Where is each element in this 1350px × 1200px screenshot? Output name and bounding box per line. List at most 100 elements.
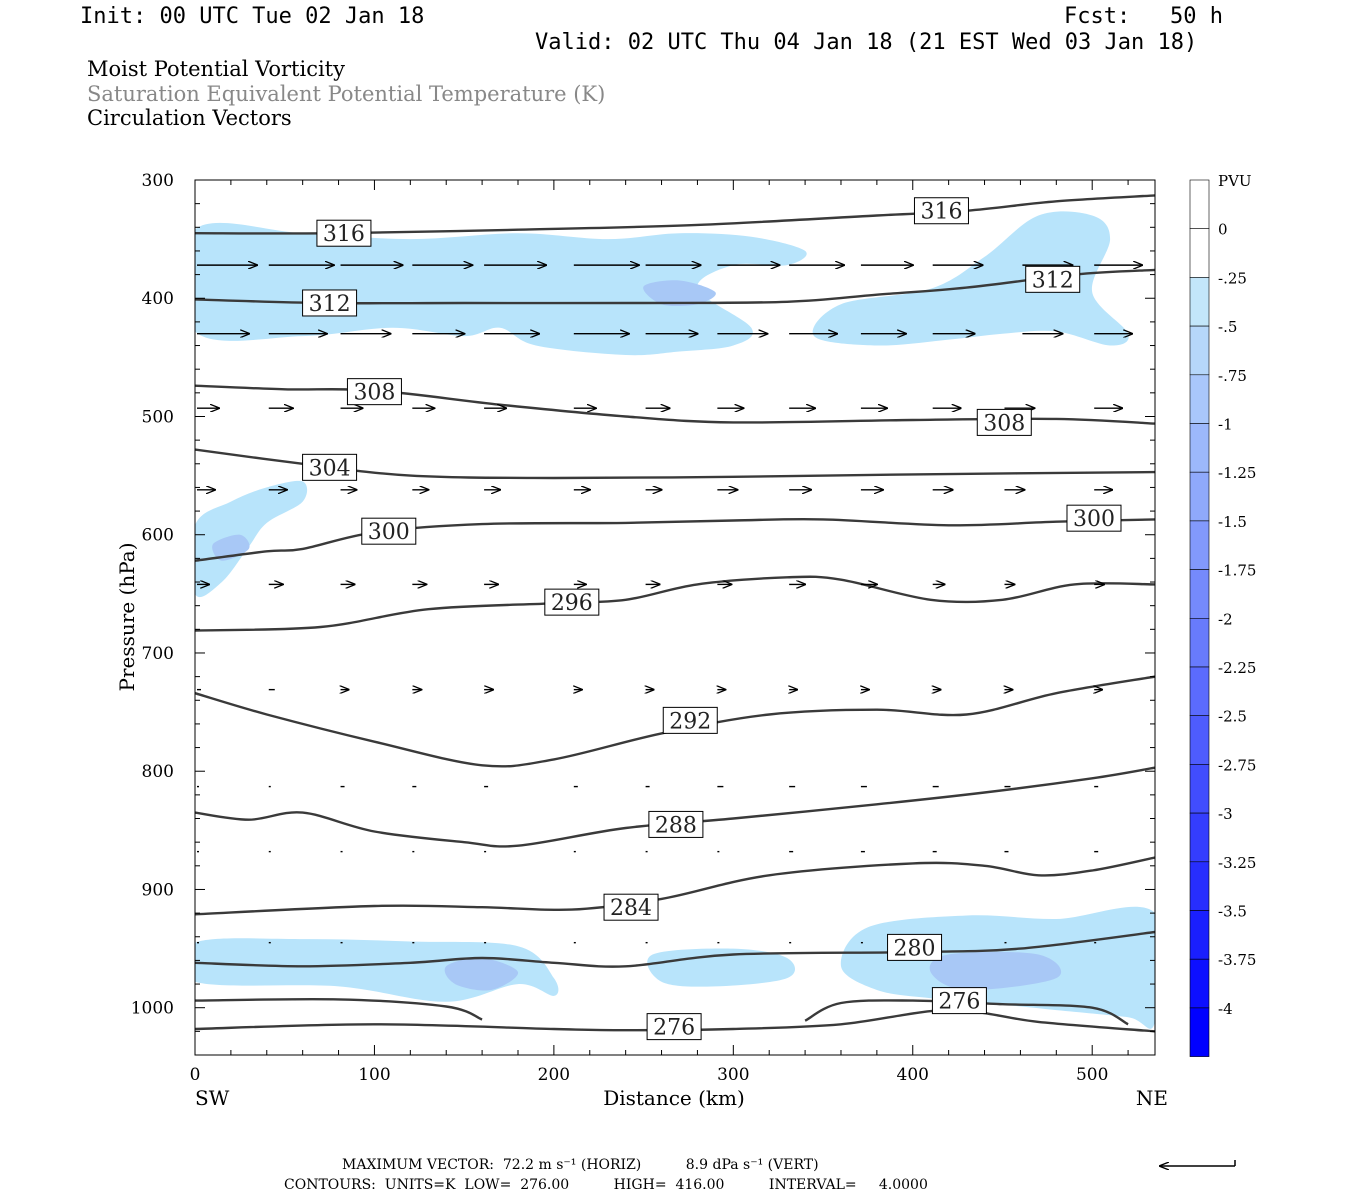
reference-vector	[1160, 1160, 1236, 1166]
contour-info: CONTOURS: UNITS=K LOW= 276.00 HIGH= 416.…	[284, 1177, 928, 1193]
svg-text:284: 284	[610, 896, 652, 921]
svg-text:300: 300	[1073, 507, 1115, 532]
plot-frame	[194, 179, 1156, 1056]
contour-label: 304	[302, 453, 358, 481]
color-bar-label: -3.75	[1218, 951, 1256, 969]
contour-label: 300	[361, 517, 417, 545]
svg-text:288: 288	[655, 813, 697, 838]
color-bar-label: -3.25	[1218, 854, 1256, 872]
color-bar-box	[1189, 764, 1210, 814]
color-bar-box	[1189, 228, 1210, 278]
theta-contour	[195, 856, 1155, 916]
forecast-hour: Fcst: 50 h	[1064, 4, 1223, 29]
color-bar-box	[1189, 910, 1210, 960]
contour-label: 300	[1066, 504, 1122, 532]
color-bar-label: -.75	[1218, 367, 1247, 385]
x-tick-label: 100	[358, 1065, 390, 1085]
mpv-shaded-region	[195, 480, 308, 598]
field-title-theta: Saturation Equivalent Potential Temperat…	[87, 82, 606, 106]
x-tick-label: 0	[190, 1065, 201, 1085]
color-bar-box	[1189, 471, 1210, 522]
color-bar-label: -3	[1218, 805, 1233, 823]
y-tick-label: 500	[142, 407, 174, 427]
color-bar-box	[1189, 958, 1210, 1009]
color-bar-label: PVU	[1218, 172, 1252, 190]
mpv-shaded-region	[444, 957, 519, 991]
svg-text:316: 316	[920, 200, 962, 225]
color-bar-label: 0	[1218, 221, 1228, 239]
color-bar-label: -.5	[1218, 318, 1237, 336]
color-bar-label: -2	[1218, 610, 1233, 628]
svg-text:304: 304	[309, 456, 351, 481]
color-bar-label: -2.25	[1218, 659, 1256, 677]
theta-contour	[195, 675, 1155, 768]
color-bar-box	[1189, 520, 1210, 570]
color-bar-box	[1189, 277, 1210, 327]
x-tick-label: 500	[1076, 1065, 1108, 1085]
color-bar-box	[1189, 423, 1210, 473]
contour-label: 292	[662, 706, 718, 734]
field-title-mpv: Moist Potential Vorticity	[87, 57, 345, 81]
mpv-shaded-region	[647, 948, 796, 987]
svg-text:296: 296	[551, 591, 593, 616]
contour-label: 308	[976, 408, 1032, 436]
y-axis-label: Pressure (hPa)	[115, 543, 139, 692]
color-bar-label: -1.5	[1218, 513, 1247, 531]
x-end-right: NE	[1136, 1086, 1168, 1110]
contour-label: 284	[603, 893, 659, 921]
svg-text:280: 280	[894, 936, 936, 961]
svg-text:316: 316	[323, 222, 365, 247]
theta-contour	[195, 1008, 1155, 1033]
color-bar-box	[1189, 374, 1210, 424]
color-bar-label: -4	[1218, 1000, 1233, 1018]
mpv-shaded-region	[195, 222, 807, 356]
init-time: Init: 00 UTC Tue 02 Jan 18	[80, 4, 425, 29]
field-title-vectors: Circulation Vectors	[87, 106, 292, 130]
svg-text:308: 308	[353, 381, 395, 406]
contour-label: 312	[302, 289, 358, 317]
color-bar-label: -3.5	[1218, 903, 1247, 921]
color-bar-label: -.25	[1218, 269, 1247, 287]
contour-label: 280	[887, 933, 943, 961]
svg-text:312: 312	[309, 292, 351, 317]
x-tick-label: 300	[717, 1065, 749, 1085]
svg-text:276: 276	[653, 1016, 695, 1041]
svg-text:308: 308	[983, 411, 1025, 436]
color-bar-box	[1189, 325, 1210, 376]
color-bar-label: -2.5	[1218, 708, 1247, 726]
y-tick-label: 800	[142, 762, 174, 782]
contour-label: 296	[544, 588, 600, 616]
color-bar-box	[1189, 179, 1210, 230]
y-tick-label: 700	[142, 644, 174, 664]
mpv-shaded-region	[929, 951, 1062, 991]
x-tick-label: 200	[538, 1065, 570, 1085]
color-bar-box	[1189, 812, 1210, 863]
color-bar-box	[1189, 617, 1210, 668]
max-vector-info: MAXIMUM VECTOR: 72.2 m s⁻¹ (HORIZ) 8.9 d…	[342, 1157, 819, 1173]
contour-label: 312	[1025, 265, 1081, 293]
color-bar-box	[1189, 569, 1210, 619]
theta-contour	[195, 997, 483, 1021]
color-bar-label: -1.75	[1218, 562, 1256, 580]
color-bar-box	[1189, 1007, 1210, 1057]
y-tick-label: 1000	[131, 999, 174, 1019]
color-bar-label: -2.75	[1218, 756, 1256, 774]
mpv-shaded-region	[812, 211, 1129, 346]
svg-text:300: 300	[368, 520, 410, 545]
y-tick-label: 300	[142, 171, 174, 191]
contour-label: 316	[316, 219, 372, 247]
valid-time: Valid: 02 UTC Thu 04 Jan 18 (21 EST Wed …	[535, 30, 1198, 55]
svg-text:312: 312	[1032, 268, 1074, 293]
x-end-left: SW	[195, 1086, 230, 1110]
color-bar-box	[1189, 861, 1210, 911]
theta-contour	[195, 766, 1155, 848]
contour-label: 276	[646, 1013, 702, 1041]
color-bar-box	[1189, 715, 1210, 765]
x-tick-label: 400	[897, 1065, 929, 1085]
svg-text:292: 292	[669, 709, 711, 734]
color-bar-label: -1.25	[1218, 464, 1256, 482]
contour-label: 276	[931, 987, 987, 1015]
contour-label: 308	[346, 378, 402, 406]
mpv-color-bar: PVU 0 -.25 -.5 -.75 -1 -1.25 -1.5 -1.75 -2 -2.25 -2…	[1189, 172, 1256, 1057]
